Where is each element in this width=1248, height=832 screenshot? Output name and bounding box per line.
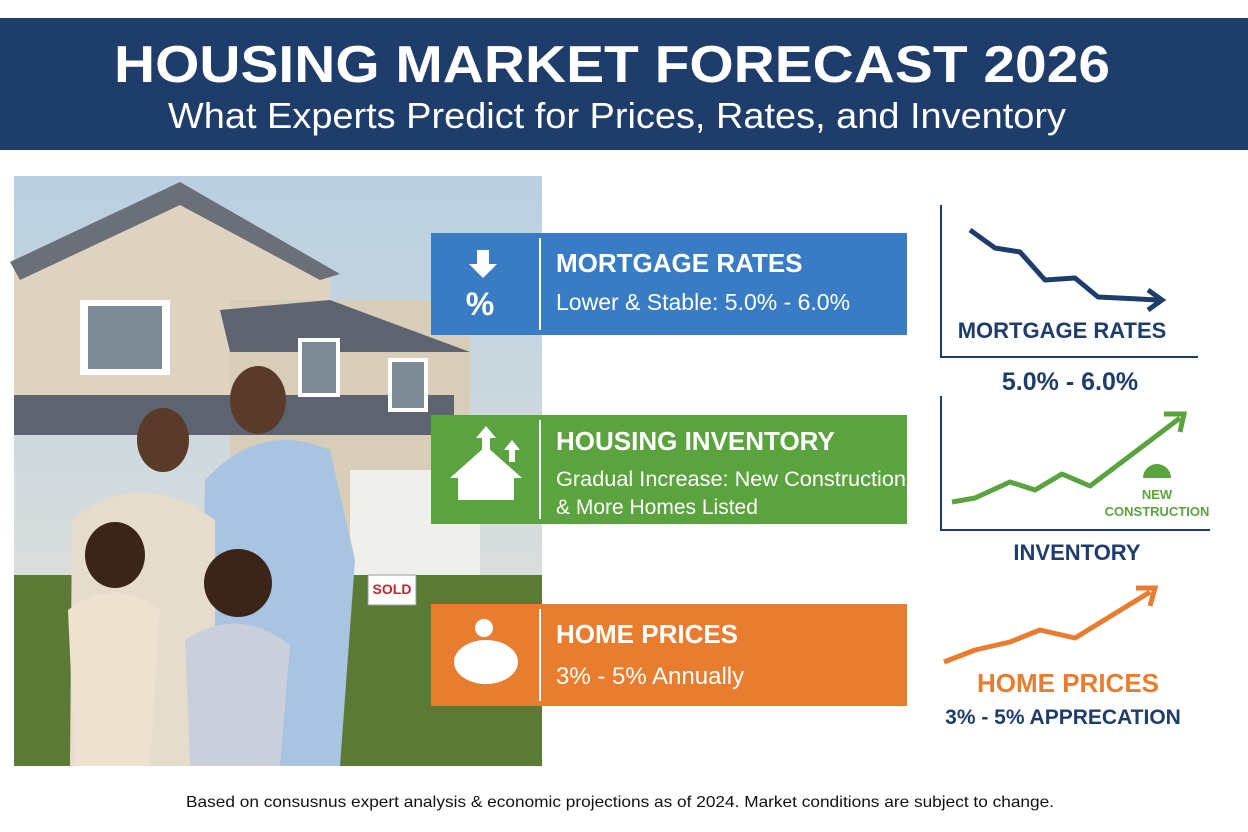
mini-chart-mortgage: MORTGAGE RATES 5.0% - 6.0% <box>940 205 1198 396</box>
face <box>230 366 286 434</box>
card-mortgage <box>431 233 907 335</box>
card-title: HOME PRICES <box>556 619 738 649</box>
piggy-icon <box>454 640 518 684</box>
percent-icon: % <box>466 286 494 322</box>
badge-text: CONSTRUCTION <box>1105 504 1210 519</box>
subtitle: What Experts Predict for Prices, Rates, … <box>168 95 1066 136</box>
arrowhead <box>1164 411 1188 433</box>
roof <box>220 300 470 352</box>
card-text: 3% - 5% Annually <box>556 663 744 690</box>
arrowhead <box>1146 287 1167 313</box>
face <box>137 408 189 472</box>
sign <box>367 574 417 606</box>
icons: % <box>450 250 522 684</box>
face <box>85 522 145 588</box>
houses-icon <box>450 446 522 500</box>
up-arrows-icon <box>476 426 520 462</box>
header-band <box>0 18 1248 150</box>
sign-text: SOLD <box>373 581 412 597</box>
mini-label: MORTGAGE RATES <box>958 318 1167 343</box>
card-title: MORTGAGE RATES <box>556 248 803 278</box>
trend-line <box>943 589 1152 665</box>
card-text: Lower & Stable: 5.0% - 6.0% <box>556 289 850 315</box>
footer: Based on consusnus expert analysis & eco… <box>186 794 1054 811</box>
face <box>204 549 272 617</box>
title: HOUSING MARKET FORECAST 2026 <box>114 36 1110 94</box>
mini-value: 3% - 5% APPRECATION <box>945 706 1181 729</box>
card-title: HOUSING INVENTORY <box>556 426 835 456</box>
badge-text: NEW <box>1142 487 1173 502</box>
down-arrow-icon <box>469 250 497 278</box>
window <box>388 358 428 412</box>
child <box>68 592 160 766</box>
card-text: & More Homes Listed <box>556 496 758 519</box>
mini-chart-inventory: NEW CONSTRUCTION INVENTORY <box>940 396 1210 565</box>
child <box>185 623 290 766</box>
axes <box>940 396 1210 531</box>
mini-label: HOME PRICES <box>977 668 1159 698</box>
arrowhead <box>1136 585 1159 607</box>
mini-chart-prices: HOME PRICES 3% - 5% APPRECATION <box>943 585 1181 729</box>
window-glass <box>88 306 162 369</box>
mini-label: INVENTORY <box>1013 540 1140 565</box>
axes <box>940 205 1198 358</box>
window <box>298 338 340 397</box>
trend-line <box>968 227 1159 303</box>
coin-icon <box>475 619 493 637</box>
card-text: Gradual Increase: New Construction <box>556 468 906 491</box>
trend-line <box>951 416 1182 505</box>
mini-value: 5.0% - 6.0% <box>1002 368 1138 396</box>
roof <box>10 182 340 280</box>
hardhat-icon <box>1143 464 1171 478</box>
